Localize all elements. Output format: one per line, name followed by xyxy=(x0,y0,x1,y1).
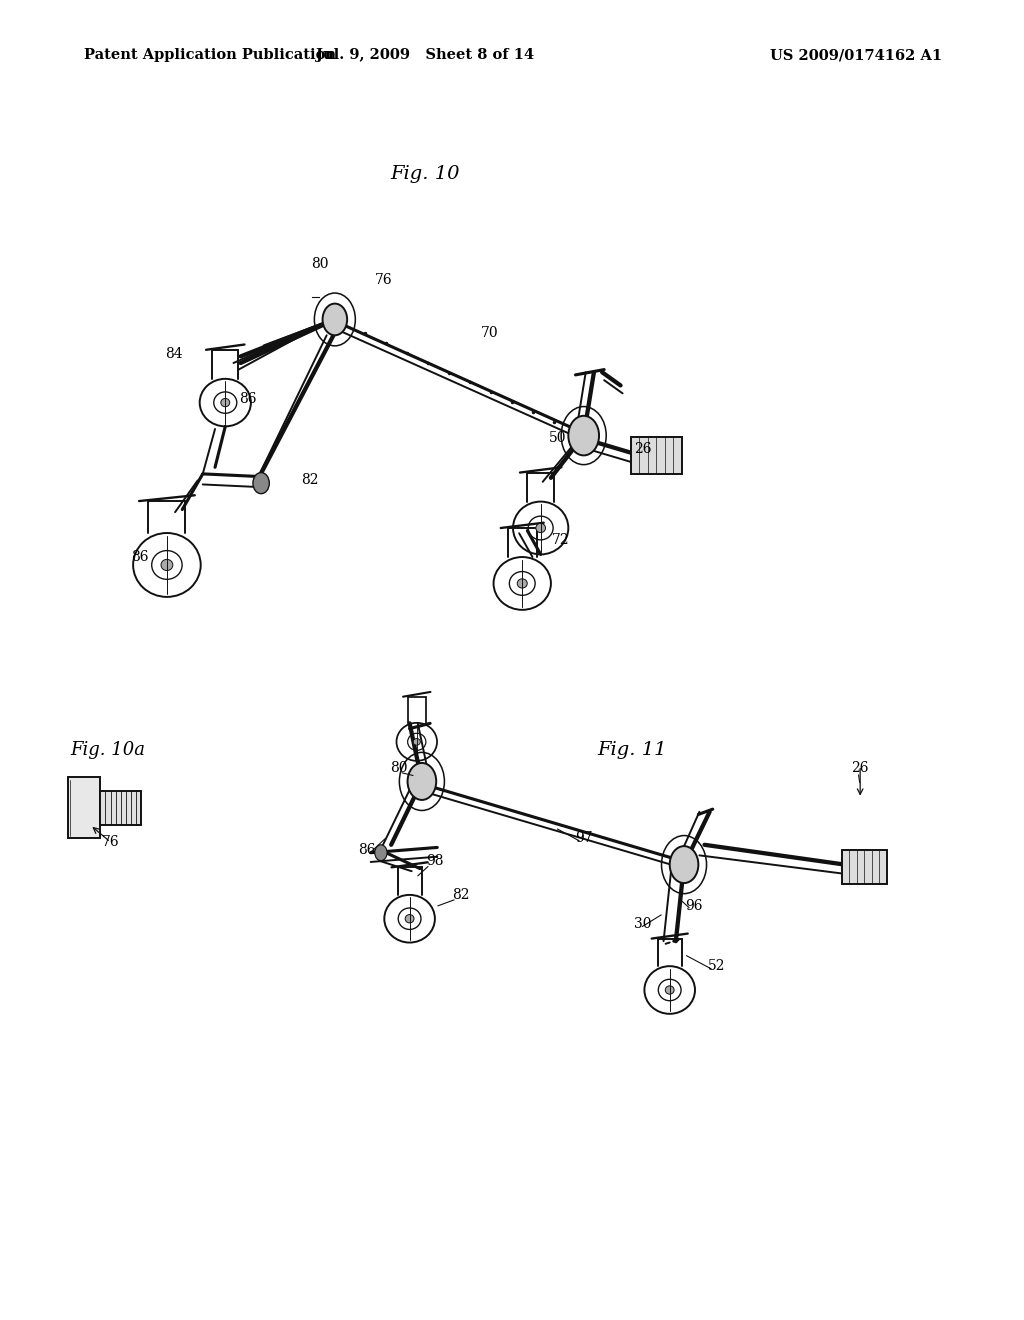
Text: Fig. 10a: Fig. 10a xyxy=(70,741,145,759)
Text: 26: 26 xyxy=(851,762,869,775)
Circle shape xyxy=(568,416,599,455)
Bar xyxy=(631,437,682,474)
Text: Jul. 9, 2009   Sheet 8 of 14: Jul. 9, 2009 Sheet 8 of 14 xyxy=(315,49,535,62)
Ellipse shape xyxy=(161,560,173,570)
Circle shape xyxy=(375,845,387,861)
Text: 70: 70 xyxy=(480,326,499,339)
Text: Fig. 11: Fig. 11 xyxy=(597,741,667,759)
Text: 80: 80 xyxy=(390,762,409,775)
Text: 26: 26 xyxy=(634,442,652,455)
Ellipse shape xyxy=(221,399,229,407)
Bar xyxy=(68,777,100,838)
Circle shape xyxy=(408,763,436,800)
Ellipse shape xyxy=(406,915,414,923)
Text: 84: 84 xyxy=(165,347,183,360)
Ellipse shape xyxy=(536,523,546,532)
Text: 52: 52 xyxy=(708,960,726,973)
Circle shape xyxy=(323,304,347,335)
Text: 50: 50 xyxy=(549,432,567,445)
Text: 86: 86 xyxy=(131,550,150,564)
Ellipse shape xyxy=(414,738,420,746)
Text: 98: 98 xyxy=(426,854,444,867)
Circle shape xyxy=(670,846,698,883)
Text: 82: 82 xyxy=(301,474,319,487)
Text: 86: 86 xyxy=(239,392,257,405)
Ellipse shape xyxy=(666,986,674,994)
Text: 80: 80 xyxy=(310,257,329,271)
Text: US 2009/0174162 A1: US 2009/0174162 A1 xyxy=(770,49,942,62)
Bar xyxy=(842,850,887,884)
Bar xyxy=(100,791,141,825)
Ellipse shape xyxy=(517,578,527,589)
Text: Fig. 10: Fig. 10 xyxy=(390,165,460,183)
Text: Patent Application Publication: Patent Application Publication xyxy=(84,49,336,62)
Text: 72: 72 xyxy=(552,533,570,546)
Text: 86: 86 xyxy=(357,843,376,857)
Text: 76: 76 xyxy=(375,273,393,286)
Text: 30: 30 xyxy=(634,917,652,931)
Text: 97: 97 xyxy=(574,832,593,845)
Circle shape xyxy=(253,473,269,494)
Text: 96: 96 xyxy=(685,899,703,912)
Text: 76: 76 xyxy=(101,836,120,849)
Text: 82: 82 xyxy=(452,888,470,902)
